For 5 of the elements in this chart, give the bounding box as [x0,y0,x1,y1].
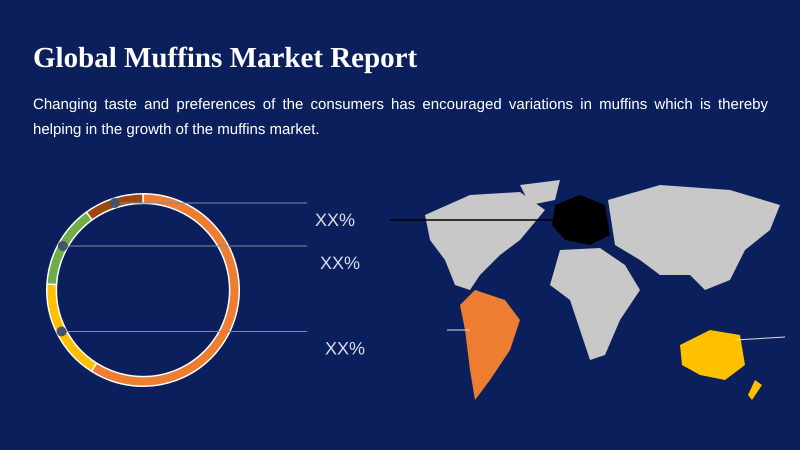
text: XX% [320,252,360,273]
chart-title: Global Muffins Market Report [33,42,418,75]
text: Changing taste and preferences of the consumers has encouraged variations in muffins which is thereby helping in the growth of the muffins market. [33,95,768,140]
text: XX% [315,210,356,230]
text: XX% [325,338,366,358]
